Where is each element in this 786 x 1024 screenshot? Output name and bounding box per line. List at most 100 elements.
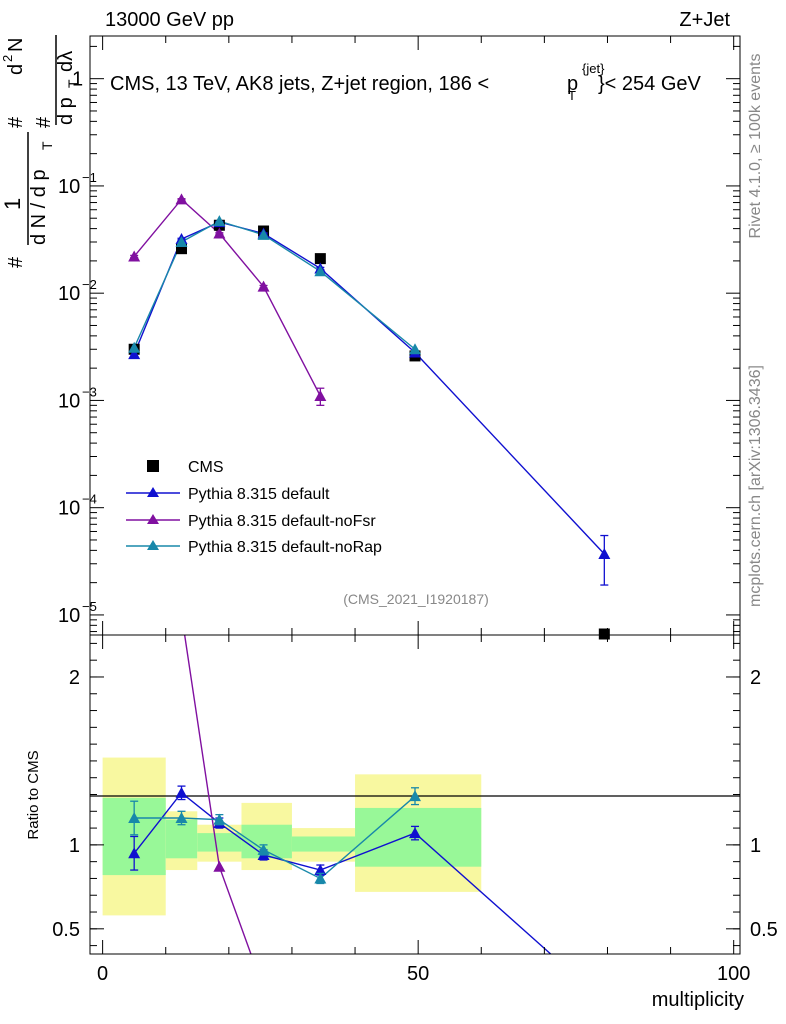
- ratio-ytick-label-0: 0.5: [52, 919, 80, 941]
- legend-marker-nofsr: [147, 514, 159, 524]
- analysis-watermark: (CMS_2021_I1920187): [343, 591, 489, 607]
- title-text: CMS, 13 TeV, AK8 jets, Z+jet region, 186…: [110, 73, 489, 95]
- main-plot-panel: 110−110−210−310−410−5 CMS, 13 TeV, AK8 j…: [58, 35, 741, 640]
- main-ytick-label-5: 10: [58, 605, 80, 627]
- point-cms: [598, 628, 610, 640]
- ylabel-sup2: 2: [0, 55, 15, 62]
- band-inner-1: [165, 819, 198, 859]
- ratio-ytick-label-right-1: 1: [750, 835, 761, 857]
- ratio-ylabel: Ratio to CMS: [25, 750, 42, 839]
- legend-label-cms: CMS: [188, 459, 224, 476]
- title-after: }< 254 GeV: [598, 73, 702, 95]
- point-noRap: [213, 215, 226, 227]
- ylabel-dlambda: dλ: [55, 51, 77, 72]
- ylabel-dp: d p: [55, 97, 77, 125]
- point-noRap: [314, 265, 327, 277]
- legend-marker-norap: [147, 540, 159, 550]
- point-cms: [176, 243, 188, 255]
- main-y-ticks: 110−110−210−310−410−5: [58, 69, 740, 627]
- ratio-ytick-label-2: 2: [69, 667, 80, 689]
- ratio-x-ticks: 0 50 100: [97, 36, 750, 985]
- legend-marker-default: [147, 487, 159, 497]
- ylabel-dndpt: d N / d p: [28, 169, 50, 245]
- ylabel-d2: d: [5, 64, 27, 75]
- ylabel-one: 1: [0, 198, 25, 210]
- ratio-xlabel: multiplicity: [652, 989, 744, 1011]
- ratio-plot-panel: 0.5 0.5 1 1 2 2 0 50 100 Ratio to CMS multiplic…: [25, 36, 778, 1011]
- main-ytick-exp-3: −3: [82, 384, 97, 399]
- ratio-ytick-label-right-2: 2: [750, 667, 761, 689]
- ratio-point-default: [409, 827, 421, 839]
- main-ytick-exp-5: −5: [82, 599, 97, 614]
- ratio-ytick-label-1: 1: [69, 835, 80, 857]
- mcplots-label: mcplots.cern.ch [arXiv:1306.3436]: [747, 365, 764, 607]
- legend-label-nofsr: Pythia 8.315 default-noFsr: [188, 513, 376, 530]
- ratio-point-noRap: [213, 813, 226, 825]
- plot-title: CMS, 13 TeV, AK8 jets, Z+jet region, 186…: [110, 61, 702, 103]
- ratio-point-noRap: [175, 812, 188, 824]
- point-noFsr: [175, 193, 188, 205]
- point-cms: [314, 253, 326, 265]
- main-ytick-label-3: 10: [58, 390, 80, 412]
- series-line-default: [133, 221, 605, 555]
- ylabel-hash-1: #: [5, 256, 27, 268]
- point-noRap: [257, 228, 270, 240]
- point-noFsr: [213, 227, 226, 239]
- series-line-noFsr: [133, 198, 321, 397]
- xtick-label-0: 0: [97, 963, 108, 985]
- series-line-noRap: [133, 220, 416, 350]
- ratio-point-noFsr: [213, 860, 226, 872]
- main-ytick-label-4: 10: [58, 498, 80, 520]
- rivet-version-label: Rivet 4.1.0, ≥ 100k events: [747, 54, 764, 239]
- top-ylabel: # 1 d N / d p T # d 2 N # d p T dλ: [0, 35, 81, 268]
- xtick-label-2: 100: [717, 963, 750, 985]
- ratio-point-default: [314, 864, 327, 876]
- ratio-point-default: [175, 786, 188, 798]
- band-inner-4: [291, 836, 356, 852]
- title-pt-sub: T: [568, 88, 576, 103]
- xtick-label-1: 50: [407, 963, 429, 985]
- ratio-point-noRap: [314, 872, 327, 884]
- ratio-ytick-label-right-0: 0.5: [750, 919, 778, 941]
- legend-marker-cms: [147, 460, 159, 472]
- ratio-uncertainty-bands: [102, 757, 482, 916]
- point-noFsr: [314, 389, 327, 401]
- ratio-y-ticks: 0.5 0.5 1 1 2 2: [52, 642, 778, 947]
- ratio-point-noRap: [409, 790, 421, 802]
- ratio-point-default: [128, 847, 141, 859]
- point-noFsr: [257, 280, 270, 292]
- header-process: Z+Jet: [679, 9, 730, 31]
- ylabel-N: N: [5, 38, 27, 52]
- legend-label-default: Pythia 8.315 default: [188, 486, 330, 503]
- main-ytick-exp-1: −1: [82, 170, 97, 185]
- ratio-line-noRap: [134, 795, 416, 880]
- legend: CMS Pythia 8.315 default Pythia 8.315 de…: [126, 459, 382, 556]
- ylabel-T-2: T: [65, 79, 81, 88]
- main-ytick-exp-2: −2: [82, 277, 97, 292]
- legend-label-norap: Pythia 8.315 default-noRap: [188, 539, 382, 556]
- title-pt: p: [567, 73, 578, 95]
- ratio-point-noRap: [128, 812, 141, 824]
- main-ytick-exp-4: −4: [82, 492, 97, 507]
- ratio-point-noRap: [257, 843, 270, 855]
- point-noRap: [175, 236, 188, 248]
- main-series: [128, 193, 611, 640]
- main-ytick-label-2: 10: [58, 283, 80, 305]
- main-y-minor-ticks: [90, 45, 740, 633]
- ylabel-hash-3: #: [33, 116, 55, 128]
- ratio-line-noFsr: [183, 634, 252, 955]
- point-noFsr: [128, 250, 141, 262]
- ratio-series: [128, 634, 552, 955]
- main-ytick-label-0: 1: [72, 69, 83, 91]
- point-noRap: [128, 341, 141, 353]
- ylabel-hash-2: #: [5, 116, 27, 128]
- point-default: [128, 348, 141, 360]
- title-pt-sup: {jet}: [582, 61, 605, 76]
- main-ytick-label-1: 10: [58, 176, 80, 198]
- band-inner-2: [197, 833, 242, 852]
- point-noRap: [409, 343, 421, 355]
- ylabel-T-1: T: [39, 141, 55, 150]
- header-energy: 13000 GeV pp: [105, 9, 234, 31]
- point-default: [598, 547, 611, 559]
